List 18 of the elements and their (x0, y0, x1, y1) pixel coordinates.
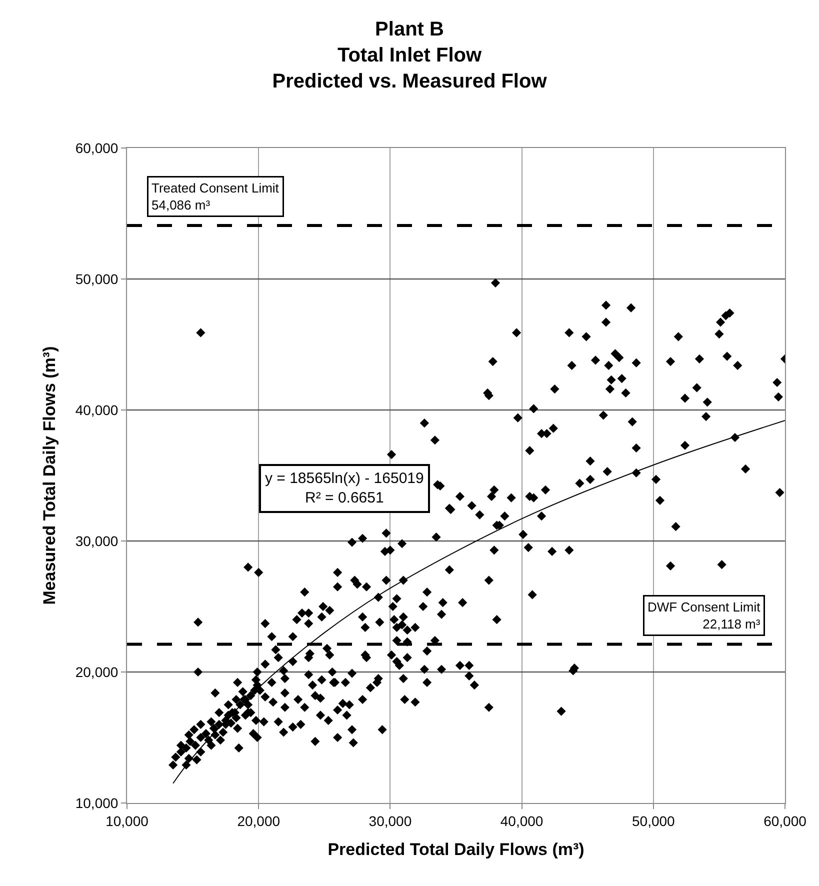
x-tick-label: 30,000 (368, 812, 412, 829)
y-tick-label: 10,000 (75, 794, 118, 811)
x-tick-label: 60,000 (764, 812, 807, 829)
x-tick-label: 10,000 (106, 812, 149, 829)
x-axis-title: Predicted Total Daily Flows (m³) (328, 840, 584, 860)
x-tick-label: 50,000 (632, 812, 676, 829)
x-tick-label: 20,000 (237, 812, 280, 829)
y-tick-label: 30,000 (75, 532, 118, 549)
annotation: y = 18565ln(x) - 165019 R² = 0.6651 (265, 470, 424, 506)
y-tick-label: 50,000 (75, 270, 118, 287)
y-axis-title: Measured Total Daily Flows (m³) (40, 346, 59, 605)
x-tick-label: 40,000 (500, 812, 544, 829)
y-tick-label: 20,000 (75, 664, 118, 680)
y-tick-label: 60,000 (75, 140, 118, 156)
chart-title: Plant B Total Inlet Flow Predicted vs. Measured Flow (272, 18, 548, 92)
y-tick-label: 40,000 (75, 402, 118, 418)
ref-line-label: DWF Consent Limit 22,118 m³ (648, 600, 761, 632)
ref-line-label: Treated Consent Limit 54,086 m³ (152, 180, 280, 212)
